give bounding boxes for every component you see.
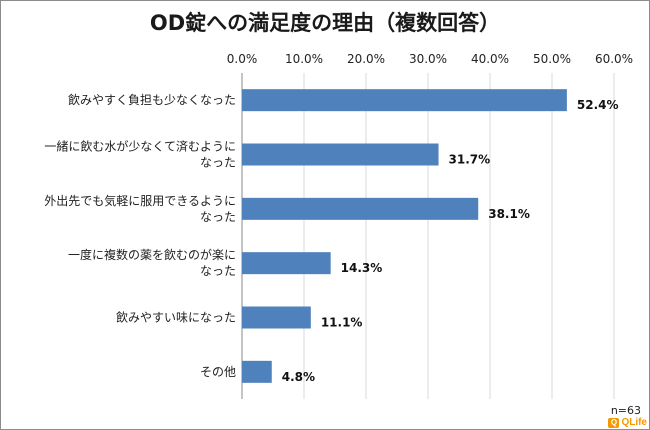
bar xyxy=(242,252,331,275)
x-tick-label: 50.0% xyxy=(533,52,571,66)
x-tick-label: 40.0% xyxy=(471,52,509,66)
category-label: 飲みやすく負担も少なくなった xyxy=(68,92,236,107)
category-label: なった xyxy=(200,210,236,224)
sample-size-note: n=63 xyxy=(610,404,641,417)
value-label: 52.4% xyxy=(577,98,619,112)
qlife-logo: Q QLife xyxy=(608,417,647,428)
value-label: 14.3% xyxy=(341,261,383,275)
chart-title: OD錠への満足度の理由（複数回答） xyxy=(149,11,501,35)
bar xyxy=(242,197,479,220)
bar xyxy=(242,143,439,166)
bar xyxy=(242,306,311,329)
category-label: その他 xyxy=(200,365,236,379)
category-label: 外出先でも気軽に服用できるように xyxy=(44,193,236,208)
value-label: 38.1% xyxy=(488,207,530,221)
bar xyxy=(242,89,567,112)
x-tick-label: 30.0% xyxy=(409,52,447,66)
x-tick-label: 10.0% xyxy=(285,52,323,66)
category-label: なった xyxy=(200,156,236,170)
category-label: 一緒に飲む水が少なくて済むように xyxy=(44,139,236,154)
logo-text: QLife xyxy=(621,417,647,428)
category-label: 一度に複数の薬を飲むのが楽に xyxy=(68,247,236,262)
category-label: 飲みやすい味になった xyxy=(116,310,236,325)
value-label: 11.1% xyxy=(321,316,363,330)
x-tick-label: 60.0% xyxy=(595,52,633,66)
bar xyxy=(242,360,272,383)
logo-mark-icon: Q xyxy=(608,417,620,428)
value-label: 31.7% xyxy=(449,153,491,167)
value-label: 4.8% xyxy=(282,370,315,384)
x-tick-label: 20.0% xyxy=(347,52,385,66)
x-tick-label: 0.0% xyxy=(227,52,258,66)
category-label: なった xyxy=(200,264,236,278)
